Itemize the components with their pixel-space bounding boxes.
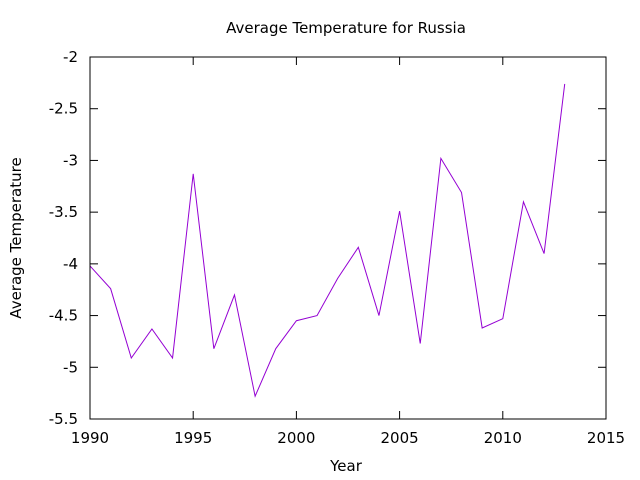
x-tick-label: 2005: [381, 429, 419, 447]
y-tick-label: -2.5: [49, 100, 78, 118]
y-tick-label: -3: [63, 151, 78, 169]
temperature-series-line: [89, 83, 566, 398]
y-tick-label: -3.5: [49, 203, 78, 221]
y-tick-label: -4: [63, 255, 78, 273]
y-tick-label: -4.5: [49, 307, 78, 325]
y-tick-label: -5.5: [49, 410, 78, 428]
x-tick-label: 2015: [587, 429, 625, 447]
y-axis-ticks: -5.5 -5 -4.5 -4 -3.5 -3 -2.5 -2: [49, 48, 606, 428]
x-axis-ticks: 1990 1995 2000 2005 2010 2015: [71, 57, 625, 447]
chart-title: Average Temperature for Russia: [226, 19, 466, 37]
y-tick-label: -5: [63, 358, 78, 376]
y-tick-label: -2: [63, 48, 78, 66]
x-tick-label: 1995: [174, 429, 212, 447]
x-axis-title: Year: [329, 457, 363, 475]
y-axis-title: Average Temperature: [7, 157, 25, 318]
x-tick-label: 2000: [277, 429, 315, 447]
plot-frame: [89, 56, 607, 420]
x-tick-label: 2010: [484, 429, 522, 447]
x-tick-label: 1990: [71, 429, 109, 447]
